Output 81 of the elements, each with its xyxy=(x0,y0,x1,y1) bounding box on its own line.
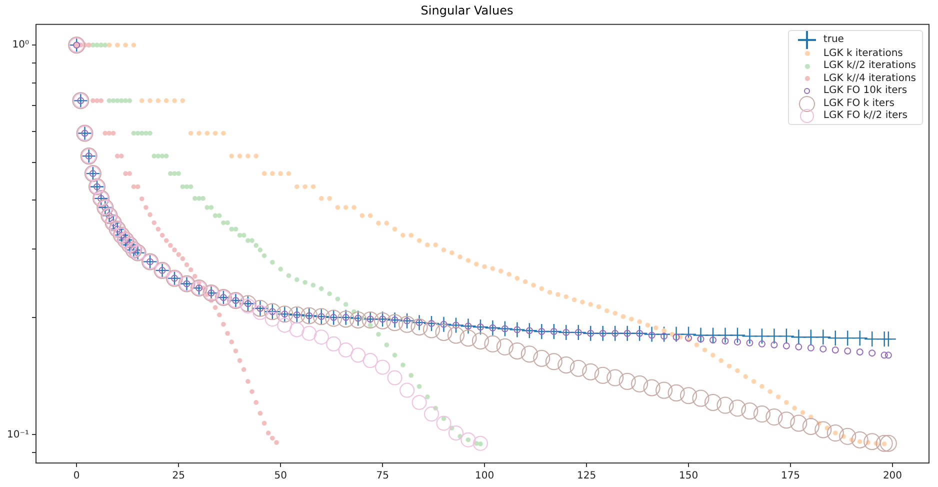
point xyxy=(241,367,246,372)
x-tick-label: 150 xyxy=(678,470,698,482)
point xyxy=(127,171,132,176)
x-tick-label: 0 xyxy=(73,470,80,482)
point xyxy=(252,304,268,320)
point xyxy=(102,130,108,136)
point xyxy=(144,205,148,210)
point xyxy=(119,154,124,158)
point xyxy=(123,171,128,176)
point xyxy=(254,400,258,405)
point xyxy=(172,248,177,252)
point xyxy=(98,98,104,104)
point xyxy=(229,340,234,344)
point xyxy=(350,348,366,363)
point xyxy=(212,305,218,310)
x-tick-label: 25 xyxy=(172,470,185,482)
point xyxy=(114,154,120,158)
point xyxy=(240,298,256,314)
point xyxy=(338,342,354,358)
legend-label: LGK FO 10k iters xyxy=(823,85,908,98)
x-tick-label: 125 xyxy=(576,470,596,482)
legend-label: LGK k iterations xyxy=(823,48,903,60)
point xyxy=(375,360,390,375)
point xyxy=(216,312,222,318)
point xyxy=(448,426,464,441)
point xyxy=(460,432,476,448)
point xyxy=(106,130,112,136)
legend-label: LGK k//4 iterations xyxy=(823,72,916,85)
point xyxy=(270,436,275,441)
point xyxy=(237,358,242,363)
point xyxy=(266,430,271,436)
point xyxy=(180,256,186,262)
point xyxy=(362,353,378,368)
point xyxy=(156,226,161,232)
x-tick-label: 200 xyxy=(882,470,902,482)
point xyxy=(424,406,440,422)
point xyxy=(176,252,181,257)
point xyxy=(90,98,96,104)
point xyxy=(262,420,267,426)
point xyxy=(110,130,116,136)
point xyxy=(258,410,263,416)
y-tick-label: 10⁰ xyxy=(12,40,30,51)
point xyxy=(221,322,226,327)
x-tick-label: 175 xyxy=(780,470,800,482)
point xyxy=(188,267,194,272)
point xyxy=(250,389,254,394)
chart-title: Singular Values xyxy=(420,3,514,18)
point xyxy=(472,436,488,451)
point xyxy=(164,238,169,243)
point xyxy=(264,312,280,327)
point xyxy=(152,220,157,226)
point xyxy=(225,330,230,336)
point xyxy=(168,243,173,248)
legend-label: true xyxy=(823,34,844,46)
point xyxy=(314,330,329,345)
x-tick-label: 50 xyxy=(274,470,287,482)
point xyxy=(302,326,317,341)
x-tick-label: 75 xyxy=(376,470,389,482)
legend-label: LGK FO k//2 iters xyxy=(823,110,908,122)
point xyxy=(131,184,136,190)
point xyxy=(436,416,452,431)
point xyxy=(274,440,279,445)
point xyxy=(412,394,427,410)
point xyxy=(326,336,342,352)
point xyxy=(160,232,165,238)
point xyxy=(139,196,144,202)
point xyxy=(387,370,402,386)
point xyxy=(233,348,238,354)
point xyxy=(400,382,415,398)
legend-label: LGK FO k iters xyxy=(823,98,894,110)
y-tick-label: 10⁻¹ xyxy=(6,429,30,440)
point xyxy=(289,322,304,338)
point xyxy=(148,212,152,218)
point xyxy=(184,262,190,268)
point xyxy=(246,379,250,384)
point xyxy=(277,318,292,333)
x-tick-label: 100 xyxy=(475,470,494,482)
point xyxy=(135,184,140,190)
point xyxy=(192,274,198,279)
legend-label: LGK k//2 iterations xyxy=(823,60,916,72)
point xyxy=(94,98,100,104)
